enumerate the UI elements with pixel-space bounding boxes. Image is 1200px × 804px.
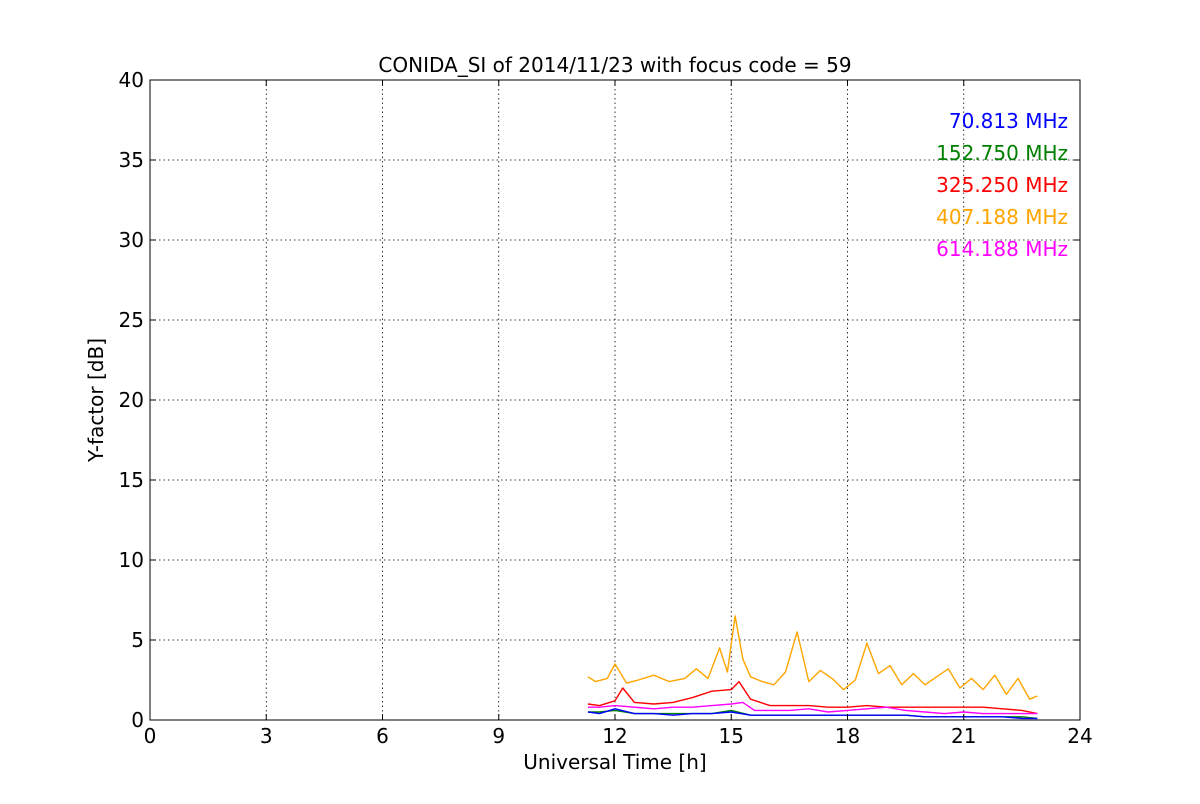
x-tick-label: 24 bbox=[1067, 724, 1092, 748]
y-tick-label: 5 bbox=[131, 628, 144, 652]
y-tick-label: 0 bbox=[131, 708, 144, 732]
x-tick-label: 6 bbox=[376, 724, 389, 748]
x-tick-label: 0 bbox=[144, 724, 157, 748]
x-tick-label: 18 bbox=[835, 724, 860, 748]
legend-entry: 325.250 MHz bbox=[936, 173, 1068, 197]
x-tick-label: 15 bbox=[719, 724, 744, 748]
legend-entry: 407.188 MHz bbox=[936, 205, 1068, 229]
legend-entry: 614.188 MHz bbox=[936, 237, 1068, 261]
x-tick-label: 9 bbox=[492, 724, 505, 748]
chart-title: CONIDA_SI of 2014/11/23 with focus code … bbox=[378, 53, 851, 77]
legend-entry: 70.813 MHz bbox=[949, 109, 1068, 133]
series-line-325-250-mhz bbox=[587, 680, 1038, 715]
y-tick-label: 30 bbox=[119, 228, 144, 252]
grid-layer bbox=[150, 80, 1080, 720]
y-axis-label: Y-factor [dB] bbox=[84, 338, 108, 463]
tick-layer: 0 3 6 9 12 15 18 21 24 0 5 10 15 20 25 30 35 40 bbox=[119, 68, 1093, 748]
legend: 70.813 MHz 152.750 MHz 325.250 MHz 407.188 … bbox=[936, 109, 1068, 261]
x-tick-label: 3 bbox=[260, 724, 273, 748]
y-tick-label: 15 bbox=[119, 468, 144, 492]
series-line-407-188-mhz bbox=[587, 615, 1038, 700]
legend-entry: 152.750 MHz bbox=[936, 141, 1068, 165]
y-tick-label: 40 bbox=[119, 68, 144, 92]
x-axis-label: Universal Time [h] bbox=[523, 750, 706, 774]
y-tick-label: 10 bbox=[119, 548, 144, 572]
y-tick-label: 20 bbox=[119, 388, 144, 412]
y-tick-label: 25 bbox=[119, 308, 144, 332]
y-tick-label: 35 bbox=[119, 148, 144, 172]
series-line-70-813-mhz bbox=[587, 708, 1038, 720]
series-layer bbox=[587, 615, 1038, 720]
series-line-614-188-mhz bbox=[587, 701, 1038, 715]
x-tick-label: 12 bbox=[602, 724, 627, 748]
x-tick-label: 21 bbox=[951, 724, 976, 748]
